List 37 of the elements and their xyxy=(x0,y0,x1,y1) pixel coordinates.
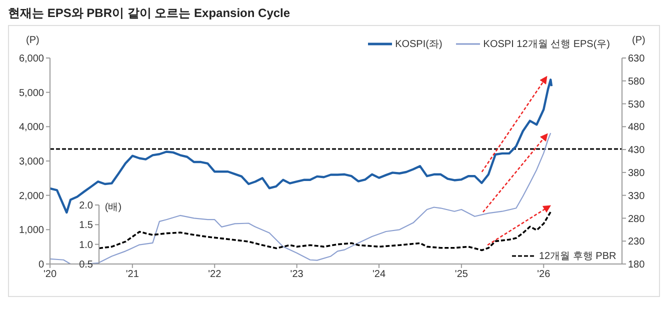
y-tick-label: 6,000 xyxy=(18,54,44,65)
line-series xyxy=(98,210,552,252)
legend-label: 12개월 후행 PBR xyxy=(539,250,616,263)
y2-tick-label: 230 xyxy=(628,236,646,248)
x-tick-label: '21 xyxy=(126,269,140,280)
y-tick-label: 3,000 xyxy=(18,156,44,168)
y-tick-label: 4,000 xyxy=(18,122,44,134)
chart-title: 현재는 EPS와 PBR이 같이 오르는 Expansion Cycle xyxy=(8,5,290,22)
y2-tick-label: 280 xyxy=(628,214,646,225)
x-tick-label: '26 xyxy=(537,269,551,280)
x-tick-label: '23 xyxy=(290,269,304,280)
y-axis-title: (P) xyxy=(26,35,40,46)
y3-axis-title: (배) xyxy=(104,201,122,214)
y2-tick-label: 380 xyxy=(628,168,646,179)
x-tick-label: '25 xyxy=(454,269,468,280)
y2-tick-label: 630 xyxy=(628,54,646,65)
legend-label: KOSPI(좌) xyxy=(395,38,442,51)
y2-tick-label: 580 xyxy=(628,76,646,88)
y2-tick-label: 530 xyxy=(628,99,646,110)
y2-tick-label: 330 xyxy=(628,190,646,202)
y2-tick-label: 180 xyxy=(628,260,646,271)
y3-tick-label: 2.0 xyxy=(78,200,94,212)
y2-axis-title: (P) xyxy=(632,35,646,46)
line-series xyxy=(50,78,553,214)
y2-tick-label: 480 xyxy=(628,122,646,134)
y3-tick-label: 0.5 xyxy=(78,260,94,271)
y-tick-label: 5,000 xyxy=(18,88,44,99)
y3-tick-label: 1.5 xyxy=(78,220,94,232)
x-tick-label: '20 xyxy=(43,269,57,280)
x-tick-label: '24 xyxy=(372,269,386,280)
x-tick-label: '22 xyxy=(208,269,222,280)
legend-label: KOSPI 12개월 선행 EPS(우) xyxy=(483,38,610,51)
y-tick-label: 2,000 xyxy=(18,190,44,202)
y-tick-label: 0 xyxy=(38,260,44,271)
y3-tick-label: 1.0 xyxy=(78,240,94,251)
y-tick-label: 1,000 xyxy=(18,225,44,236)
y2-tick-label: 430 xyxy=(628,145,646,156)
